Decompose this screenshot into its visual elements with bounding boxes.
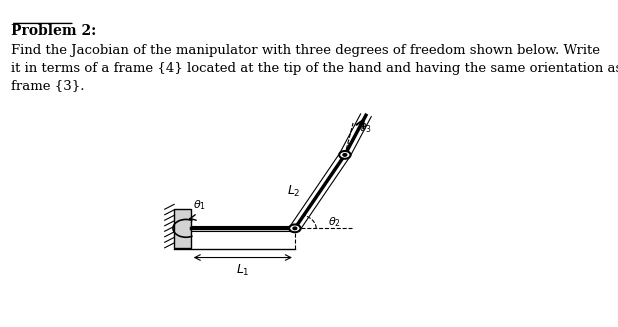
Text: $\theta_3$: $\theta_3$ (359, 122, 372, 135)
Text: Problem 2:: Problem 2: (11, 24, 96, 38)
Circle shape (293, 227, 297, 230)
Text: $\theta_2$: $\theta_2$ (328, 215, 341, 229)
Text: $L_2$: $L_2$ (287, 184, 301, 199)
Bar (174, 209, 191, 248)
Text: $L_1$: $L_1$ (236, 263, 250, 279)
Circle shape (343, 154, 347, 156)
Text: Find the Jacobian of the manipulator with three degrees of freedom shown below. : Find the Jacobian of the manipulator wit… (11, 43, 618, 93)
Text: $\theta_1$: $\theta_1$ (193, 198, 206, 212)
Circle shape (289, 224, 300, 232)
Circle shape (339, 151, 350, 159)
